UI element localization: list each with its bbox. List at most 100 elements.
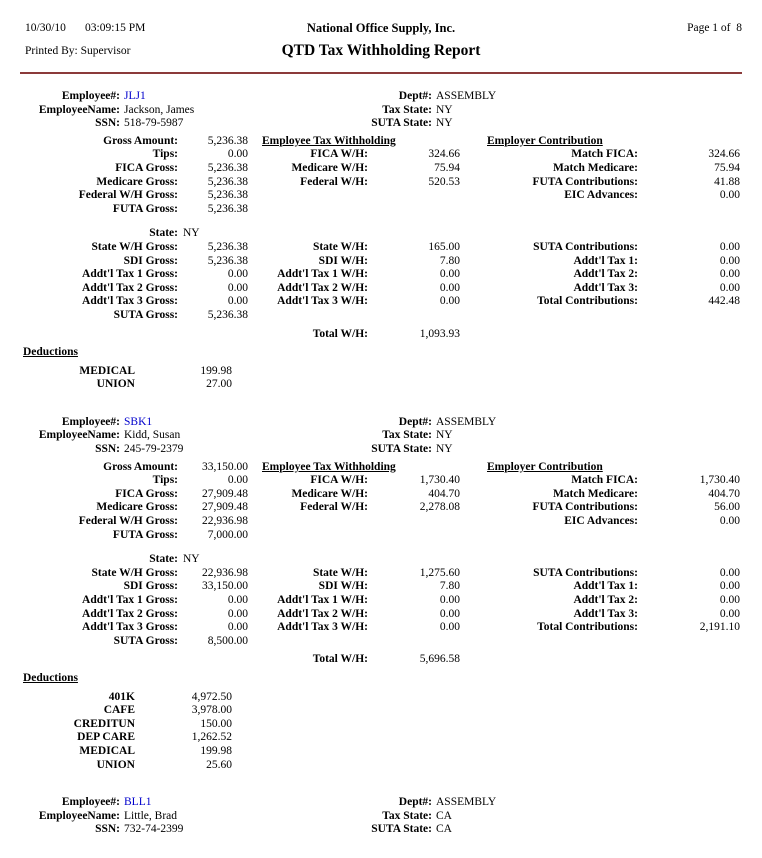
field-label: Total W/H:	[312, 327, 368, 340]
row-gap	[20, 216, 742, 227]
employee-number[interactable]: BLL1	[124, 796, 152, 809]
report-row: SDI Gross: 5,236.38 SDI W/H: 7.80 Addt'l Tax…	[20, 255, 742, 269]
field-label: Medicare W/H:	[291, 161, 368, 174]
employee-number[interactable]: JLJ1	[124, 90, 146, 102]
header-divider	[20, 72, 742, 74]
employee-header-row: EmployeeName: Kidd, Susan Tax State: NY	[20, 429, 742, 443]
field-label: FUTA Gross:	[112, 528, 178, 541]
tax-state-label: Tax State:	[382, 103, 432, 116]
deduction-name: MEDICAL	[79, 364, 135, 377]
report-row: FUTA Gross: 5,236.38	[20, 203, 742, 217]
deduction-amount: 150.00	[200, 717, 232, 730]
employee-number-label: Employee#:	[61, 90, 120, 102]
deduction-row: UNION 27.00	[20, 378, 742, 392]
field-value: 0.00	[439, 607, 460, 620]
report-row: Addt'l Tax 1 Gross: 0.00 Addt'l Tax 1 W/H:…	[20, 268, 742, 282]
field-value: 0.00	[227, 607, 248, 620]
field-label: Medicare Gross:	[96, 501, 178, 514]
field-value: 442.48	[708, 295, 740, 308]
employee-name-value: Little, Brad	[124, 809, 178, 822]
employee-detail: Gross Amount: 5,236.38 Employee Tax Withho…	[20, 135, 742, 341]
field-label: Addt'l Tax 2 W/H:	[277, 281, 368, 294]
field-label: Total Contributions:	[537, 621, 638, 634]
field-label: Addt'l Tax 1 W/H:	[277, 594, 368, 606]
dept-value: ASSEMBLY	[436, 796, 497, 809]
deduction-amount: 1,262.52	[191, 731, 232, 744]
field-label: FUTA Contributions:	[532, 501, 638, 514]
field-label: Total W/H:	[312, 653, 368, 666]
report-body: Employee#: JLJ1 Dept#: ASSEMBLY EmployeeName…	[20, 90, 742, 837]
report-row: Medicare Gross: 5,236.38 Federal W/H: 520.5…	[20, 176, 742, 190]
ssn-value: 245-79-2379	[124, 443, 184, 456]
employee-name-label: EmployeeName:	[38, 429, 120, 442]
report-row: Addt'l Tax 2 Gross: 0.00 Addt'l Tax 2 W/H:…	[20, 282, 742, 296]
field-label: Match FICA:	[571, 148, 638, 161]
header-row-1: 10/30/10 03:09:15 PM National Office Sup…	[20, 18, 742, 38]
field-value: 0.00	[719, 566, 740, 579]
employee-header-row: EmployeeName: Little, Brad Tax State: CA	[20, 810, 742, 824]
field-value: 7.80	[439, 254, 460, 267]
field-value: 0.00	[227, 281, 248, 294]
field-value: 324.66	[428, 148, 460, 161]
field-value: 22,936.98	[202, 566, 248, 579]
field-value: 41.88	[714, 175, 740, 188]
field-value: 0.00	[719, 281, 740, 294]
spacer	[178, 328, 248, 342]
employee-number-label: Employee#:	[61, 796, 120, 809]
ssn-label: SSN:	[95, 443, 120, 456]
field-label: Addt'l Tax 1:	[573, 254, 638, 267]
field-label: Federal W/H:	[300, 175, 368, 188]
state-value: NY	[183, 227, 200, 240]
employee-number[interactable]: SBK1	[124, 415, 153, 428]
spacer	[248, 529, 368, 543]
field-value: 33,150.00	[202, 460, 248, 473]
spacer	[368, 203, 460, 217]
tax-state-value: NY	[436, 103, 453, 116]
spacer	[248, 203, 368, 217]
deduction-amount: 4,972.50	[191, 690, 232, 703]
deduction-name: UNION	[96, 758, 135, 771]
field-value: 165.00	[428, 240, 460, 253]
report-time: 03:09:15 PM	[85, 22, 146, 34]
field-value: 0.00	[439, 295, 460, 308]
employee-block: Employee#: JLJ1 Dept#: ASSEMBLY EmployeeName…	[20, 90, 742, 392]
deduction-row: MEDICAL 199.98	[20, 365, 742, 379]
field-value: 22,936.98	[202, 515, 248, 528]
field-label: FUTA Contributions:	[532, 175, 638, 188]
employee-name-value: Kidd, Susan	[124, 429, 181, 442]
field-label: Match FICA:	[571, 474, 638, 487]
field-value: 27,909.48	[202, 487, 248, 500]
dept-value: ASSEMBLY	[436, 415, 497, 428]
field-value: 0.00	[227, 295, 248, 308]
field-value: 0.00	[439, 621, 460, 634]
employee-detail: Gross Amount: 33,150.00 Employee Tax Withh…	[20, 461, 742, 667]
suta-state-value: NY	[436, 117, 453, 130]
field-label: Addt'l Tax 2 Gross:	[82, 607, 178, 620]
ssn-label: SSN:	[95, 823, 120, 836]
spacer	[20, 328, 178, 342]
field-value: 33,150.00	[202, 580, 248, 593]
field-label: SUTA Gross:	[113, 308, 178, 321]
company-name: National Office Supply, Inc.	[306, 21, 456, 35]
report-row: Gross Amount: 5,236.38 Employee Tax Withho…	[20, 135, 742, 149]
report-row: Addt'l Tax 1 Gross: 0.00 Addt'l Tax 1 W/H:…	[20, 594, 742, 608]
spacer	[248, 189, 368, 203]
field-label: Addt'l Tax 3 W/H:	[277, 621, 368, 634]
deduction-amount: 25.60	[206, 758, 232, 771]
report-row: Federal W/H Gross: 22,936.98 EIC Advances:…	[20, 515, 742, 529]
report-row: Gross Amount: 33,150.00 Employee Tax Withh…	[20, 461, 742, 475]
tax-state-label: Tax State:	[382, 429, 432, 442]
field-label: Federal W/H Gross:	[78, 515, 178, 528]
field-label: Tips:	[152, 148, 178, 161]
state-value: NY	[183, 553, 200, 566]
field-label: Addt'l Tax 3:	[573, 281, 638, 294]
suta-state-label: SUTA State:	[371, 823, 432, 836]
report-page: 10/30/10 03:09:15 PM National Office Sup…	[20, 18, 742, 837]
field-value: 5,236.38	[207, 240, 248, 253]
report-row: Total W/H: 1,093.93	[20, 328, 742, 342]
field-value: 5,236.38	[207, 202, 248, 215]
tax-state-label: Tax State:	[382, 809, 432, 822]
deduction-amount: 3,978.00	[191, 704, 232, 717]
dept-label: Dept#:	[398, 796, 432, 809]
